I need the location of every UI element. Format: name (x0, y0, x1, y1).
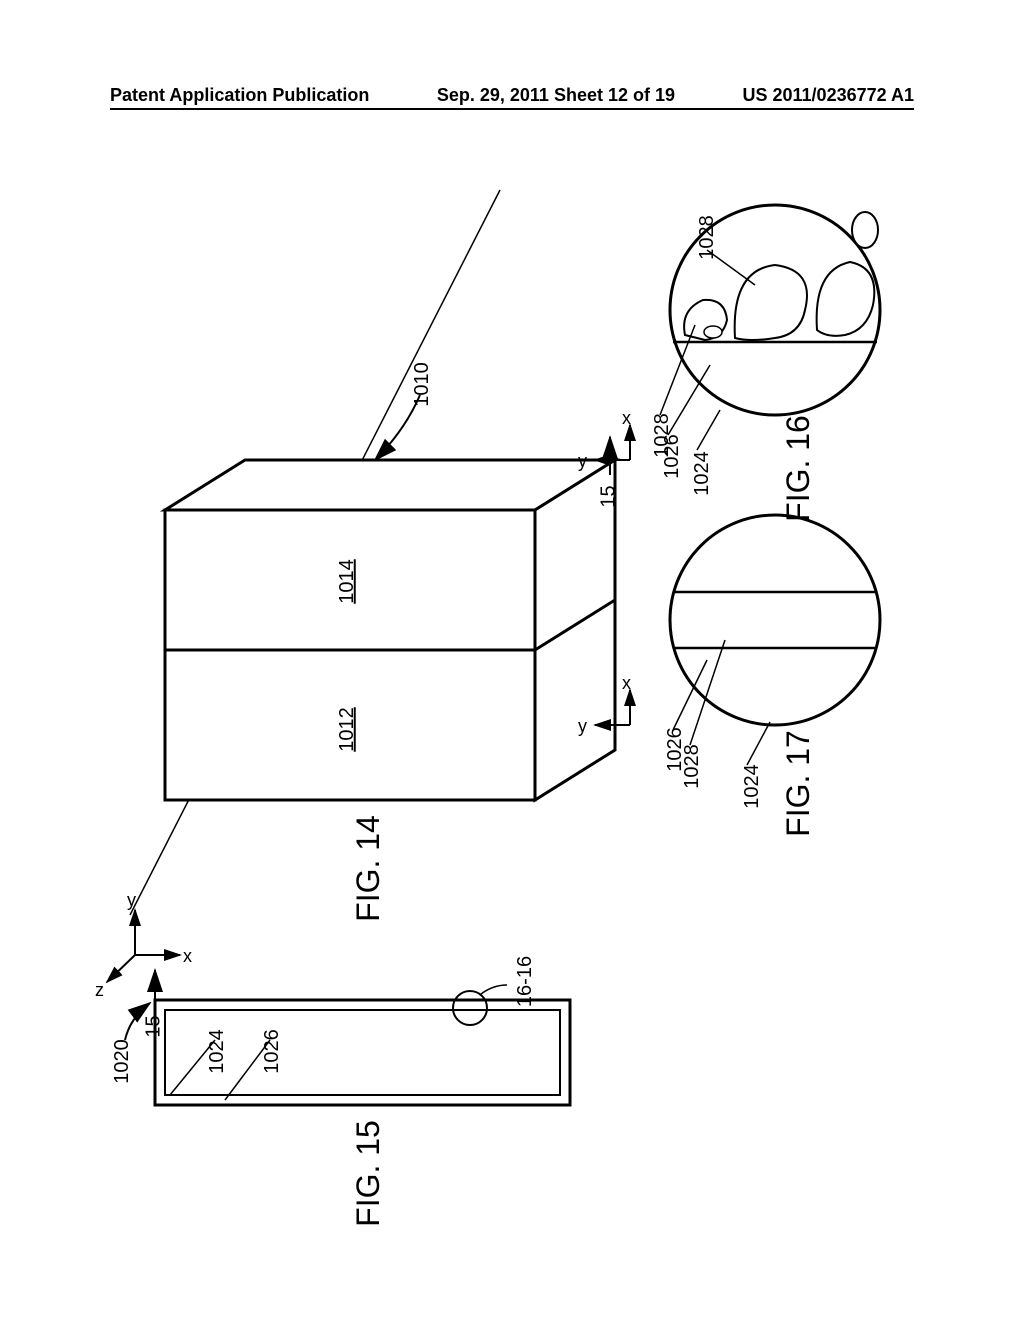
axis-y-fig16: y (578, 451, 587, 472)
fig16-label: FIG. 16 (780, 415, 817, 522)
fig15 (125, 985, 570, 1105)
axis-x-fig16: x (622, 408, 631, 429)
header-center: Sep. 29, 2011 Sheet 12 of 19 (437, 85, 675, 106)
fig15-label: FIG. 15 (350, 1120, 387, 1227)
ref-1024-c: 1024 (741, 764, 764, 809)
page-header: Patent Application Publication Sep. 29, … (0, 85, 1024, 106)
axis-y-main: y (127, 890, 136, 911)
ref-15-right: 15 (598, 485, 621, 507)
ref-16-16: 16-16 (514, 956, 537, 1007)
ref-1014: 1014 (336, 559, 359, 604)
ref-1020: 1020 (111, 1039, 134, 1084)
header-rule (110, 108, 914, 110)
fig14-label: FIG. 14 (350, 815, 387, 922)
ref-1026-b: 1026 (661, 434, 684, 479)
fig16 (595, 205, 880, 460)
axis-x-main: x (183, 946, 192, 967)
ref-15-left: 15 (143, 1015, 166, 1037)
figure-area: y x z 15 15 1010 1014 1012 FIG. 14 1020 … (95, 170, 925, 1220)
ref-1024-a: 1024 (206, 1029, 229, 1074)
header-left: Patent Application Publication (110, 85, 369, 106)
axis-z-main: z (95, 980, 104, 1001)
ref-1028-c: 1028 (681, 744, 704, 789)
ref-1028-a: 1028 (696, 215, 719, 260)
header-right: US 2011/0236772 A1 (743, 85, 914, 106)
ref-1026-a: 1026 (261, 1029, 284, 1074)
ref-1024-b: 1024 (691, 451, 714, 496)
axis-y-fig17: y (578, 716, 587, 737)
ref-1010: 1010 (411, 362, 434, 407)
ref-1012: 1012 (336, 707, 359, 752)
fig17-label: FIG. 17 (780, 730, 817, 837)
axis-x-fig17: x (622, 673, 631, 694)
fig17 (595, 515, 880, 765)
